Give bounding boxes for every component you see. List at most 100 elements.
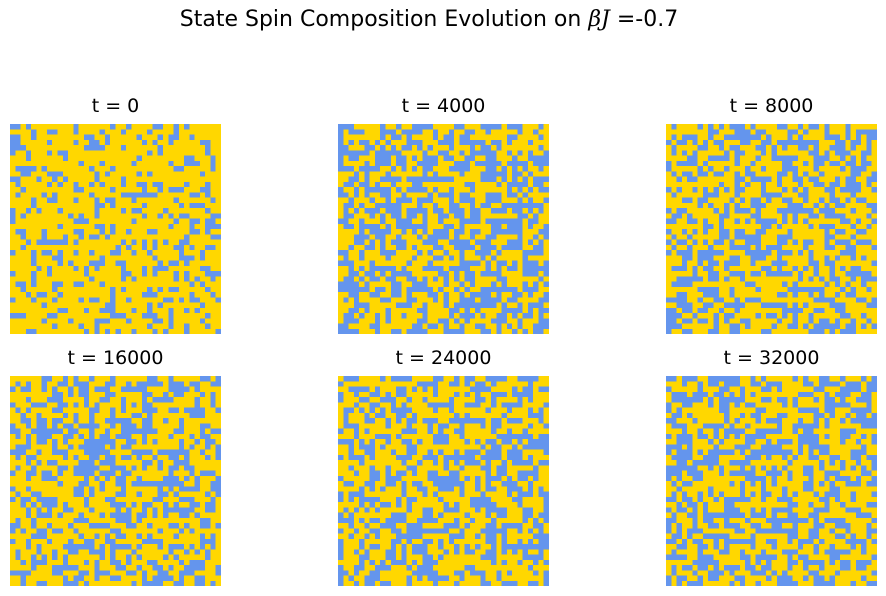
spin-down-cell — [205, 192, 211, 198]
spin-down-cell — [485, 197, 491, 203]
spin-down-cell — [834, 176, 841, 182]
spin-down-cell — [501, 202, 507, 208]
spin-down-cell — [813, 323, 819, 329]
spin-down-cell — [871, 538, 877, 544]
spin-down-cell — [734, 323, 740, 329]
spin-down-cell — [729, 460, 735, 466]
spin-down-cell — [739, 302, 746, 308]
spin-down-cell — [427, 260, 433, 266]
spin-down-cell — [708, 255, 714, 261]
spin-down-cell — [681, 229, 688, 235]
spin-down-cell — [427, 507, 433, 513]
spin-down-cell — [120, 475, 127, 481]
spin-down-cell — [692, 150, 698, 156]
spin-down-cell — [427, 323, 433, 329]
spin-down-cell — [178, 428, 185, 434]
spin-down-cell — [348, 166, 354, 172]
spin-down-cell — [359, 386, 365, 392]
spin-down-cell — [454, 202, 460, 208]
spin-down-cell — [490, 150, 497, 156]
spin-down-cell — [702, 302, 709, 308]
spin-down-cell — [115, 260, 121, 266]
spin-down-cell — [20, 418, 26, 424]
spin-down-cell — [708, 402, 714, 408]
spin-down-cell — [543, 433, 549, 439]
spin-down-cell — [438, 538, 444, 544]
spin-down-cell — [10, 528, 16, 534]
spin-down-cell — [120, 192, 127, 198]
spin-down-cell — [671, 323, 677, 329]
spin-down-cell — [94, 423, 100, 429]
spin-down-cell — [52, 423, 58, 429]
spin-down-cell — [538, 134, 544, 140]
spin-down-cell — [62, 575, 69, 581]
spin-down-cell — [422, 276, 428, 282]
spin-down-cell — [348, 517, 354, 523]
spin-down-cell — [385, 481, 391, 487]
spin-down-cell — [52, 449, 58, 455]
spin-down-cell — [803, 323, 809, 329]
spin-down-cell — [760, 223, 767, 229]
panel-title: t = 24000 — [395, 347, 492, 369]
spin-down-cell — [194, 580, 200, 586]
spin-down-cell — [78, 433, 84, 439]
spin-down-cell — [199, 302, 206, 308]
spin-down-cell — [46, 181, 53, 187]
spin-down-cell — [10, 145, 16, 151]
spin-down-cell — [83, 391, 90, 397]
spin-down-cell — [850, 234, 856, 240]
spin-down-cell — [131, 523, 137, 529]
spin-down-cell — [813, 202, 819, 208]
spin-down-cell — [57, 528, 63, 534]
spin-down-cell — [152, 575, 158, 581]
spin-down-cell — [760, 397, 767, 403]
spin-down-cell — [152, 192, 158, 198]
spin-down-cell — [94, 559, 100, 565]
spin-down-cell — [338, 145, 344, 151]
spin-down-cell — [406, 444, 412, 450]
spin-down-cell — [459, 570, 465, 576]
spin-down-cell — [797, 538, 804, 544]
spin-down-cell — [52, 297, 58, 303]
spin-down-cell — [480, 239, 486, 245]
spin-down-cell — [46, 475, 53, 481]
spin-down-cell — [760, 570, 767, 576]
spin-down-cell — [348, 575, 354, 581]
spin-down-cell — [385, 397, 391, 403]
spin-down-cell — [104, 470, 111, 476]
spin-down-cell — [475, 307, 481, 313]
spin-down-cell — [512, 208, 518, 214]
spin-down-cell — [527, 208, 534, 214]
spin-down-cell — [681, 507, 688, 513]
spin-down-cell — [210, 533, 216, 539]
spin-down-cell — [110, 496, 116, 502]
spin-down-cell — [687, 565, 693, 571]
spin-down-cell — [464, 244, 470, 250]
spin-down-cell — [348, 307, 354, 313]
spin-down-cell — [760, 145, 767, 151]
spin-down-cell — [178, 460, 185, 466]
spin-down-cell — [52, 549, 58, 555]
spin-down-cell — [390, 250, 397, 256]
spin-down-cell — [671, 423, 677, 429]
spin-down-cell — [194, 276, 200, 282]
spin-down-cell — [168, 260, 174, 266]
spin-down-cell — [469, 418, 476, 424]
spin-down-cell — [184, 507, 190, 513]
spin-down-cell — [527, 381, 534, 387]
spin-down-cell — [448, 208, 455, 214]
spin-down-cell — [771, 465, 777, 471]
spin-down-cell — [797, 423, 804, 429]
spin-down-cell — [496, 444, 502, 450]
spin-down-cell — [708, 439, 714, 445]
spin-down-cell — [713, 381, 719, 387]
spin-down-cell — [855, 166, 862, 172]
spin-down-cell — [52, 286, 58, 292]
spin-down-cell — [25, 433, 32, 439]
spin-down-cell — [760, 255, 767, 261]
spin-down-cell — [10, 570, 16, 576]
spin-down-cell — [501, 171, 507, 177]
spin-down-cell — [755, 313, 761, 319]
spin-down-cell — [676, 407, 682, 413]
spin-down-cell — [517, 402, 523, 408]
